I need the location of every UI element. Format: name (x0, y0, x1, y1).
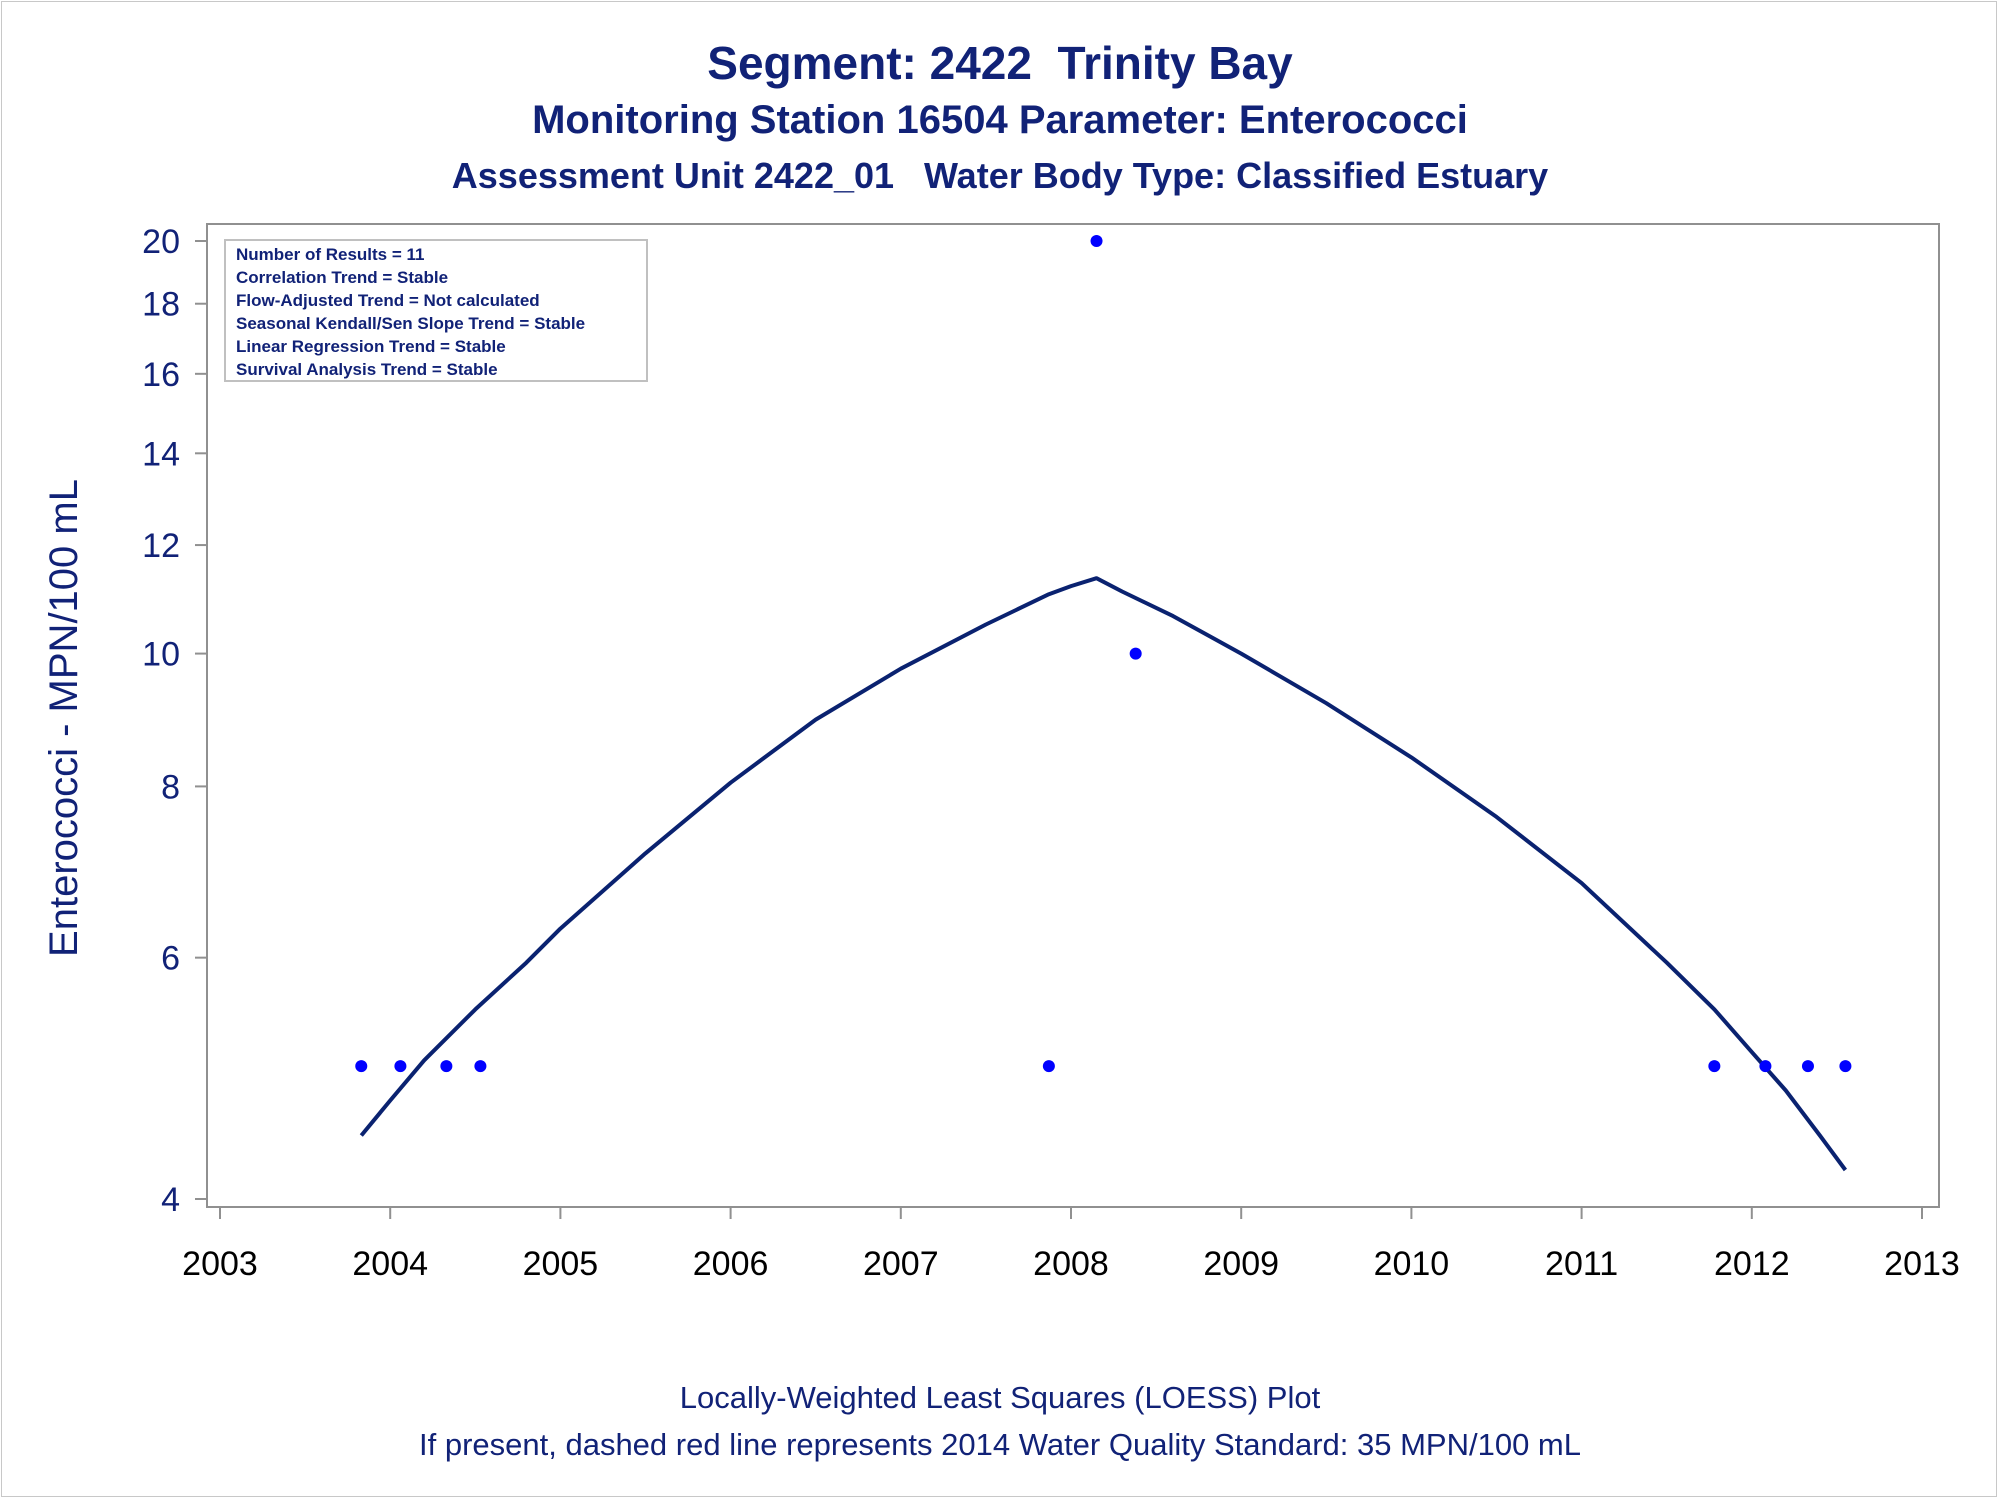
y-tick-label: 6 (161, 940, 180, 978)
y-tick-label: 10 (142, 636, 180, 674)
y-tick-label: 20 (142, 223, 180, 261)
y-axis: 4 6 8 10 12 14 16 18 20 (142, 223, 207, 1219)
stats-correlation: Correlation Trend = Stable (236, 268, 448, 287)
data-point (1042, 1060, 1055, 1073)
points-layer (355, 235, 1852, 1073)
stats-box: Number of Results = 11 Correlation Trend… (224, 239, 648, 382)
x-tick-label: 2009 (1203, 1245, 1279, 1283)
x-tick-label: 2008 (1033, 1245, 1109, 1283)
y-tick-label: 18 (142, 286, 180, 324)
data-point (355, 1060, 368, 1073)
x-tick-label: 2005 (523, 1245, 599, 1283)
data-point (1759, 1060, 1772, 1073)
stats-linear-regression: Linear Regression Trend = Stable (236, 337, 506, 356)
data-point (1090, 235, 1103, 247)
data-point (1839, 1060, 1852, 1073)
stats-flow-adjusted: Flow-Adjusted Trend = Not calculated (236, 291, 540, 310)
data-point (440, 1060, 453, 1073)
x-tick-label: 2006 (693, 1245, 769, 1283)
data-point (1129, 647, 1142, 660)
y-tick-label: 8 (161, 768, 180, 806)
footnote-loess: Locally-Weighted Least Squares (LOESS) P… (679, 1380, 1321, 1415)
y-tick-label: 4 (161, 1181, 180, 1219)
data-point (394, 1060, 407, 1073)
chart-title: Segment: 2422 Trinity Bay (707, 37, 1293, 89)
chart-subtitle-station: Monitoring Station 16504 Parameter: Ente… (532, 98, 1468, 142)
chart-subtitle-assessment: Assessment Unit 2422_01 Water Body Type:… (451, 155, 1549, 196)
x-tick-label: 2011 (1545, 1245, 1618, 1283)
x-tick-label: 2012 (1714, 1245, 1790, 1283)
x-tick-label: 2010 (1374, 1245, 1450, 1283)
loess-layer (359, 576, 1848, 1172)
y-tick-label: 12 (142, 527, 180, 565)
x-tick-label: 2003 (182, 1245, 258, 1283)
stats-box-border (224, 239, 648, 382)
x-axis: 2003 2004 2005 2006 2007 2008 2009 2010 2011 2012… (182, 1207, 1960, 1283)
x-tick-label: 2007 (863, 1245, 939, 1283)
data-point (1801, 1060, 1814, 1073)
plot-area (206, 223, 1940, 1208)
stats-seasonal-kendall: Seasonal Kendall/Sen Slope Trend = Stabl… (236, 314, 585, 333)
footnote-standard: If present, dashed red line represents 2… (419, 1427, 1581, 1462)
y-tick-label: 14 (142, 435, 180, 473)
loess-curve (359, 576, 1848, 1172)
data-point (474, 1060, 487, 1073)
y-axis-label: Enterococci - MPN/100 mL (42, 479, 86, 957)
stats-results: Number of Results = 11 (236, 245, 424, 264)
data-point (1708, 1060, 1721, 1073)
stats-survival: Survival Analysis Trend = Stable (236, 360, 498, 379)
y-tick-label: 16 (142, 356, 180, 394)
x-tick-label: 2004 (352, 1245, 428, 1283)
x-tick-label: 2013 (1884, 1245, 1960, 1283)
